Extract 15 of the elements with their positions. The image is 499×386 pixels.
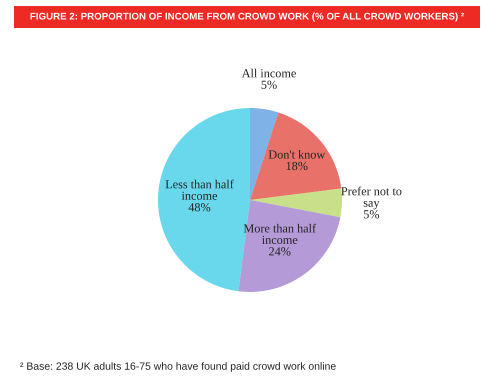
data-label: 18% bbox=[286, 162, 308, 170]
slice-label: Don't know bbox=[268, 150, 326, 159]
data-label: 5% bbox=[262, 80, 277, 89]
pie-slice bbox=[250, 112, 342, 200]
data-label: 48% bbox=[188, 203, 210, 212]
slice-label: Prefer not to say bbox=[341, 186, 402, 210]
slice-label: Less than half income bbox=[166, 180, 234, 200]
text: ² Base: 238 UK adults 16-75 who have found paid crowd work online bbox=[20, 362, 336, 372]
data-label: 24% bbox=[269, 247, 291, 256]
pie-slice bbox=[238, 200, 340, 292]
pie-slice bbox=[250, 188, 342, 218]
slice-label: More than half income bbox=[244, 224, 316, 244]
slice-label: All income bbox=[242, 68, 296, 78]
data-label: 5% bbox=[364, 210, 380, 218]
chart-title: FIGURE 2: PROPORTION OF INCOME FROM CROWD WORK (% OF ALL CROWD WORKERS) ² bbox=[30, 12, 464, 22]
